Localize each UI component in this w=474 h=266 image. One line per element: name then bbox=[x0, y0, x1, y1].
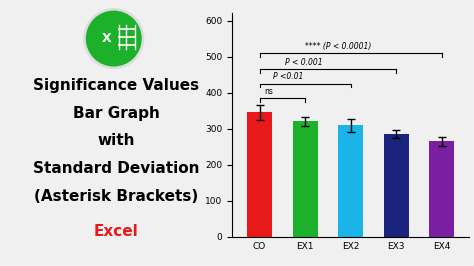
Bar bbox=[247, 113, 272, 237]
Text: P <0.01: P <0.01 bbox=[273, 72, 304, 81]
Bar bbox=[384, 134, 409, 237]
Bar bbox=[292, 121, 318, 237]
Text: X: X bbox=[101, 32, 111, 45]
Text: Standard Deviation: Standard Deviation bbox=[33, 161, 200, 176]
Text: Significance Values: Significance Values bbox=[33, 78, 199, 93]
Bar bbox=[338, 125, 363, 237]
Circle shape bbox=[86, 11, 141, 66]
Bar bbox=[429, 141, 455, 237]
Circle shape bbox=[84, 9, 144, 69]
Text: with: with bbox=[97, 134, 135, 148]
Text: Bar Graph: Bar Graph bbox=[73, 106, 160, 120]
Text: ns: ns bbox=[264, 87, 273, 96]
Text: **** (P < 0.0001): **** (P < 0.0001) bbox=[305, 42, 372, 51]
Text: (Asterisk Brackets): (Asterisk Brackets) bbox=[34, 189, 198, 204]
Text: P < 0.001: P < 0.001 bbox=[285, 58, 322, 67]
Text: Excel: Excel bbox=[94, 224, 138, 239]
